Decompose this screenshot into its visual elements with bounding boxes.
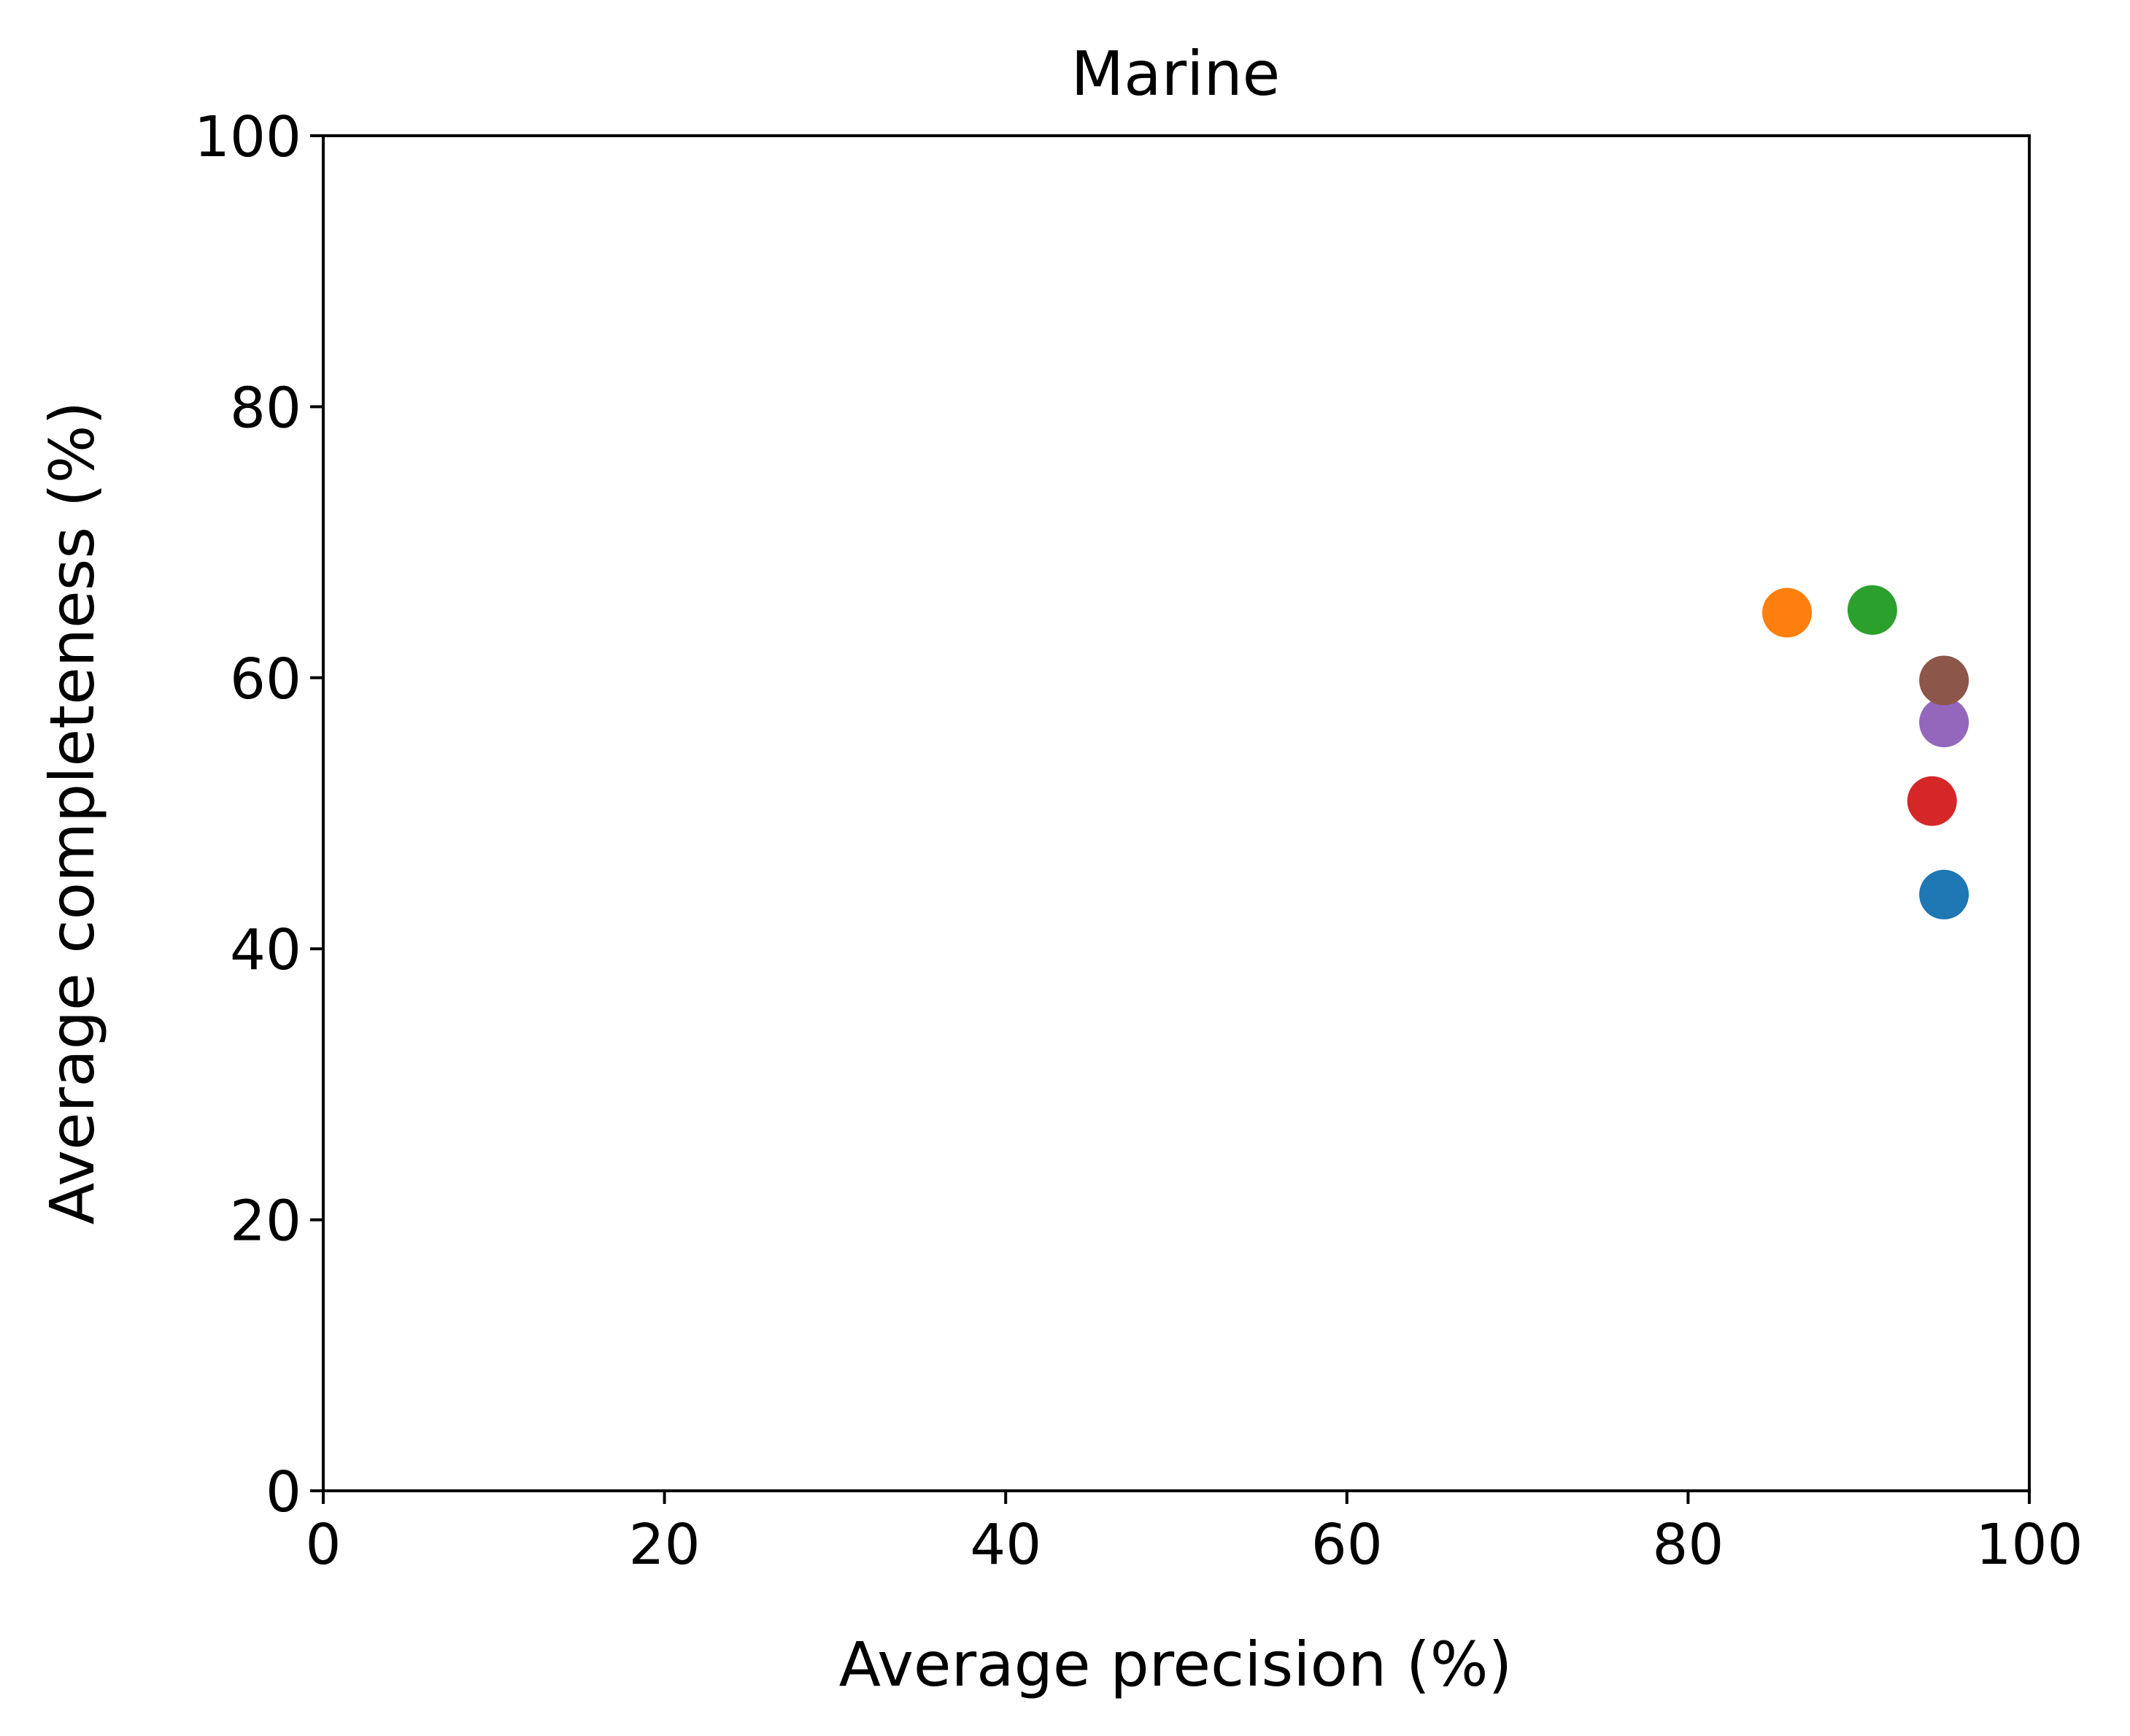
y-tick-label: 60 — [230, 647, 301, 712]
data-points — [1762, 585, 1969, 919]
y-tick-label: 100 — [194, 105, 301, 170]
x-tick-label: 60 — [1311, 1513, 1383, 1578]
axes-frame — [322, 134, 2031, 1492]
y-axis-label: Average completeness (%) — [36, 401, 108, 1225]
y-tick-label: 0 — [266, 1460, 301, 1525]
x-tick-label: 20 — [629, 1513, 701, 1578]
plot-area — [322, 134, 2031, 1492]
x-tick-label: 100 — [1976, 1513, 2083, 1578]
y-tick-label: 80 — [230, 376, 301, 441]
y-tick-label: 40 — [230, 918, 301, 983]
scatter-point — [1907, 776, 1957, 826]
scatter-point — [1762, 587, 1813, 638]
scatter-point — [1919, 869, 1969, 919]
chart-title: Marine — [1071, 38, 1281, 109]
x-tick-label: 40 — [970, 1513, 1041, 1578]
x-tick-label: 80 — [1652, 1513, 1724, 1578]
scatter-point — [1919, 698, 1969, 748]
scatter-point — [1919, 655, 1969, 706]
scatter-point — [1847, 585, 1897, 635]
y-tick-label: 20 — [230, 1189, 301, 1254]
y-axis-ticks: 0 20 40 60 80 100 — [194, 105, 323, 1525]
x-tick-label: 0 — [306, 1513, 342, 1578]
x-axis-label: Average precision (%) — [839, 1629, 1513, 1700]
x-axis-ticks: 0 20 40 60 80 100 — [306, 1491, 2083, 1578]
